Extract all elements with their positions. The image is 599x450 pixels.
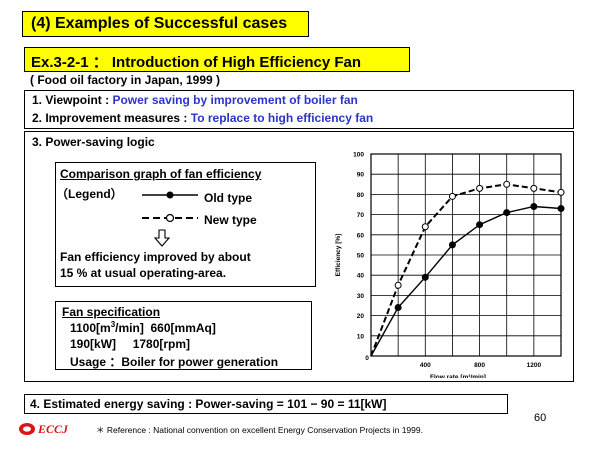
data-point-old-type bbox=[448, 241, 456, 249]
data-point-old-type bbox=[557, 205, 565, 213]
comparison-box: Comparison graph of fan efficiency （Lege… bbox=[55, 162, 316, 287]
eccj-logo: ECCJ bbox=[18, 420, 80, 438]
data-point-new-type bbox=[394, 281, 402, 289]
eccj-logo-mark bbox=[19, 423, 35, 435]
data-point-new-type bbox=[476, 184, 484, 192]
saving-text: 4. Estimated energy saving : Power-savin… bbox=[30, 397, 387, 411]
y-tick-label: 60 bbox=[357, 232, 365, 239]
eccj-logo-text: ECCJ bbox=[38, 422, 69, 436]
data-point-new-type bbox=[557, 188, 565, 196]
result-line-1: Fan efficiency improved by about bbox=[60, 250, 251, 264]
measures-label: 2. Improvement measures : bbox=[32, 111, 188, 125]
x-tick-label: 400 bbox=[420, 362, 431, 369]
section-title: (4) Examples of Successful cases bbox=[31, 15, 288, 32]
spec-line-2: 190[kW] 1780[rpm] bbox=[70, 337, 190, 351]
y-tick-label: 10 bbox=[357, 333, 365, 340]
measures-text: To replace to high efficiency fan bbox=[190, 111, 374, 125]
viewpoint-box: 1. Viewpoint : Power saving by improveme… bbox=[24, 90, 574, 129]
example-title: Ex.3-2-1 ： Introduction of High Efficien… bbox=[31, 54, 362, 71]
logic-title: 3. Power-saving logic bbox=[32, 135, 155, 149]
spec-line-1: 1100[m3/min] 660[mmAq] bbox=[70, 320, 216, 336]
y-tick-label: 30 bbox=[357, 293, 365, 300]
comparison-title: Comparison graph of fan efficiency bbox=[60, 167, 262, 181]
x-tick-label: 800 bbox=[474, 362, 485, 369]
context-text: ( Food oil factory in Japan, 1999 ) bbox=[30, 73, 221, 87]
y-tick-label: 100 bbox=[353, 152, 364, 159]
spec-pressure: 660[mmAq] bbox=[150, 321, 216, 335]
old-type-legend-marker bbox=[142, 191, 198, 199]
new-type-label: New type bbox=[204, 213, 257, 227]
data-point-old-type bbox=[530, 203, 538, 211]
example-title-box: Ex.3-2-1 ： Introduction of High Efficien… bbox=[24, 47, 410, 72]
y-axis-label: Efficiency [%] bbox=[335, 234, 342, 277]
series-line-new-type bbox=[370, 183, 562, 357]
spec-speed: 1780[rpm] bbox=[132, 337, 191, 351]
page-number: 60 bbox=[534, 412, 547, 424]
data-point-new-type bbox=[530, 184, 538, 192]
x-axis-label: Flow rate [m³/min] bbox=[430, 374, 486, 378]
y-tick-label: 50 bbox=[357, 253, 365, 260]
logic-box: 3. Power-saving logic Comparison graph o… bbox=[24, 131, 574, 382]
spec-title: Fan specification bbox=[62, 305, 161, 319]
x-tick-label: 1200 bbox=[527, 362, 542, 369]
data-point-new-type bbox=[421, 223, 429, 231]
viewpoint-label: 1. Viewpoint : bbox=[32, 93, 110, 107]
data-point-old-type bbox=[503, 209, 511, 217]
data-point-old-type bbox=[394, 304, 402, 312]
section-title-box: (4) Examples of Successful cases bbox=[22, 11, 309, 37]
fan-efficiency-chart: 10 20 30 40 50 60 70 80 90 100 400 800 1200 0 Flow rat… bbox=[335, 152, 565, 378]
reference-note: ＊ Reference : National convention on exc… bbox=[96, 425, 423, 435]
y-tick-label: 40 bbox=[357, 273, 365, 280]
series-line-old-type bbox=[370, 205, 562, 357]
result-line-2: 15 % at usual operating-area. bbox=[60, 266, 227, 280]
data-point-old-type bbox=[476, 221, 484, 229]
saving-box: 4. Estimated energy saving : Power-savin… bbox=[24, 394, 508, 414]
spec-usage: Usage ：Boiler for power generation bbox=[70, 355, 279, 369]
spec-power: 190[kW] bbox=[70, 337, 117, 351]
old-type-label: Old type bbox=[204, 191, 253, 205]
down-arrow-icon bbox=[154, 229, 170, 247]
data-point-new-type bbox=[448, 192, 456, 200]
data-point-new-type bbox=[503, 180, 511, 188]
legend-label: （Legend） bbox=[56, 187, 123, 201]
y-tick-label: 90 bbox=[357, 172, 365, 179]
y-tick-label: 20 bbox=[357, 313, 365, 320]
new-type-legend-marker bbox=[142, 213, 198, 223]
origin-label: 0 bbox=[365, 355, 369, 362]
y-tick-label: 70 bbox=[357, 212, 365, 219]
data-point-old-type bbox=[421, 273, 429, 281]
spec-box: Fan specification 1100[m3/min] 660[mmAq]… bbox=[55, 301, 312, 370]
viewpoint-text: Power saving by improvement of boiler fa… bbox=[112, 93, 358, 107]
y-tick-label: 80 bbox=[357, 192, 365, 199]
spec-flow: 1100[m3/min] bbox=[70, 320, 144, 336]
